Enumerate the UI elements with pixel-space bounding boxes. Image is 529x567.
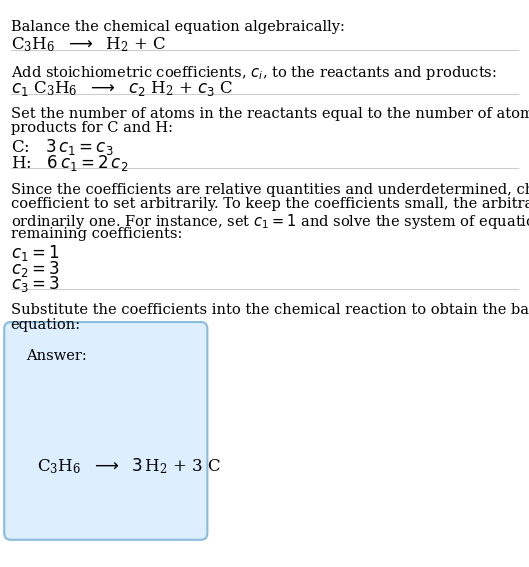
Text: ordinarily one. For instance, set $c_1 = 1$ and solve the system of equations fo: ordinarily one. For instance, set $c_1 =… xyxy=(11,212,529,231)
Text: Answer:: Answer: xyxy=(26,349,87,363)
Text: Set the number of atoms in the reactants equal to the number of atoms in the: Set the number of atoms in the reactants… xyxy=(11,107,529,121)
Text: C:   $3\,c_1 = c_3$: C: $3\,c_1 = c_3$ xyxy=(11,137,113,157)
Text: $\mathregular{C_3H_6}$  $\longrightarrow$  $3\,\mathregular{H_2}$ + 3 C: $\mathregular{C_3H_6}$ $\longrightarrow$… xyxy=(37,456,222,476)
Text: $c_1 = 1$: $c_1 = 1$ xyxy=(11,243,59,263)
FancyBboxPatch shape xyxy=(4,322,207,540)
Text: equation:: equation: xyxy=(11,318,81,332)
Text: Since the coefficients are relative quantities and underdetermined, choose a: Since the coefficients are relative quan… xyxy=(11,183,529,197)
Text: $c_3 = 3$: $c_3 = 3$ xyxy=(11,274,59,294)
Text: Add stoichiometric coefficients, $c_i$, to the reactants and products:: Add stoichiometric coefficients, $c_i$, … xyxy=(11,64,496,82)
Text: Balance the chemical equation algebraically:: Balance the chemical equation algebraica… xyxy=(11,20,344,34)
Text: $\mathregular{C_3H_6}$  $\longrightarrow$  $\mathregular{H_2}$ + C: $\mathregular{C_3H_6}$ $\longrightarrow$… xyxy=(11,35,166,54)
Text: remaining coefficients:: remaining coefficients: xyxy=(11,227,182,241)
Text: coefficient to set arbitrarily. To keep the coefficients small, the arbitrary va: coefficient to set arbitrarily. To keep … xyxy=(11,197,529,211)
Text: $c_1$ $\mathregular{C_3H_6}$  $\longrightarrow$  $c_2$ $\mathregular{H_2}$ + $c_: $c_1$ $\mathregular{C_3H_6}$ $\longright… xyxy=(11,79,233,99)
Text: Substitute the coefficients into the chemical reaction to obtain the balanced: Substitute the coefficients into the che… xyxy=(11,303,529,317)
Text: $c_2 = 3$: $c_2 = 3$ xyxy=(11,259,59,278)
Text: products for C and H:: products for C and H: xyxy=(11,121,172,136)
Text: H:   $6\,c_1 = 2\,c_2$: H: $6\,c_1 = 2\,c_2$ xyxy=(11,153,128,173)
